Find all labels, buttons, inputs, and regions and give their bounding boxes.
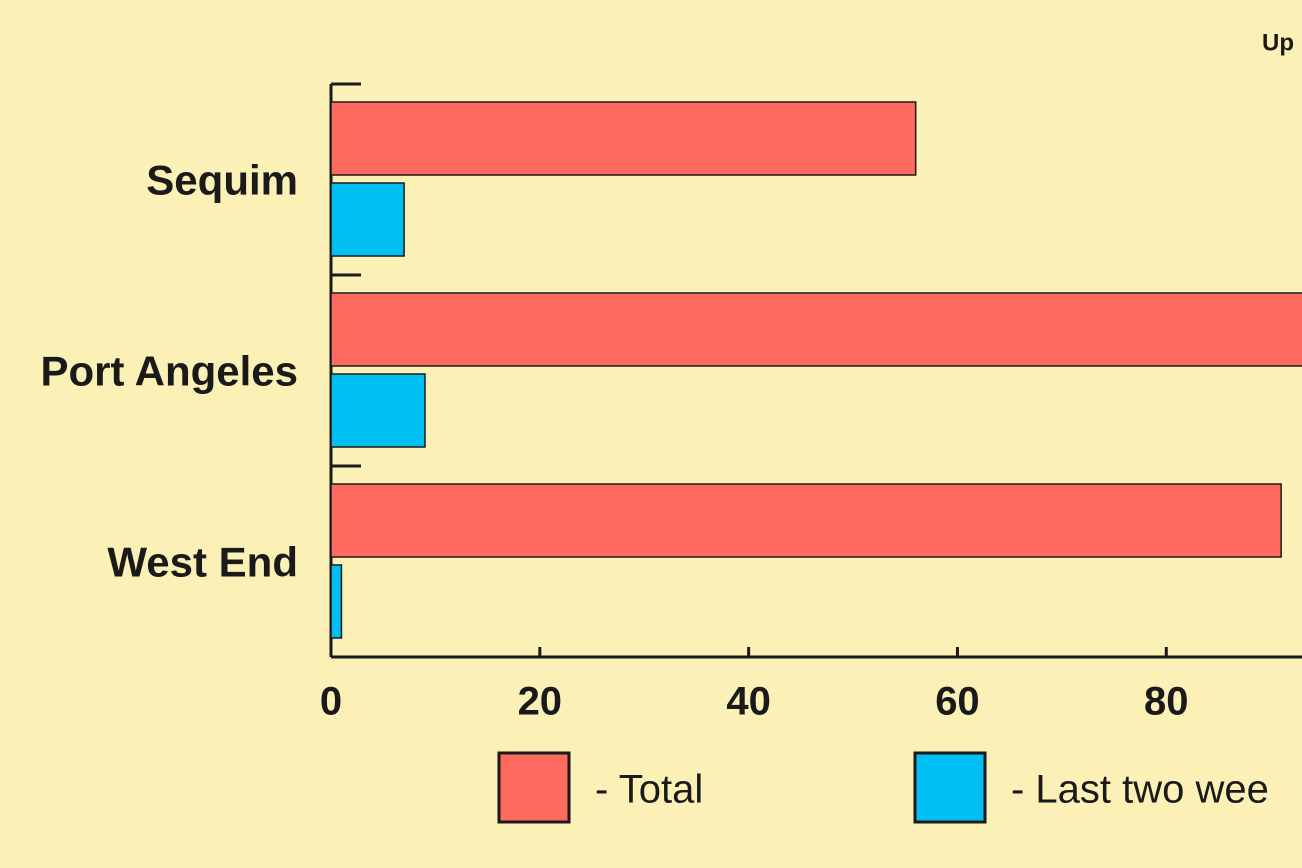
bar: [331, 564, 343, 639]
legend-swatch: [497, 751, 571, 824]
legend-label: - Last two wee: [1011, 768, 1269, 812]
x-tick-label: 0: [320, 680, 342, 724]
x-tick-label: 80: [1144, 680, 1189, 724]
legend-label: - Total: [595, 768, 703, 812]
bar: [331, 483, 1282, 558]
y-tick-label: West End: [107, 538, 298, 585]
bars: [331, 101, 1302, 639]
bar: [331, 182, 405, 257]
x-tick-label: 20: [518, 680, 563, 724]
y-tick-label: Port Angeles: [41, 347, 299, 394]
subtitle: Up: [1262, 29, 1294, 56]
bar: [331, 292, 1302, 367]
bar: [331, 373, 426, 448]
legend-swatch: [913, 751, 987, 824]
x-tick-label: 40: [726, 680, 771, 724]
x-tick-label: 60: [935, 680, 980, 724]
bar: [331, 101, 917, 176]
y-tick-label: Sequim: [146, 156, 298, 203]
